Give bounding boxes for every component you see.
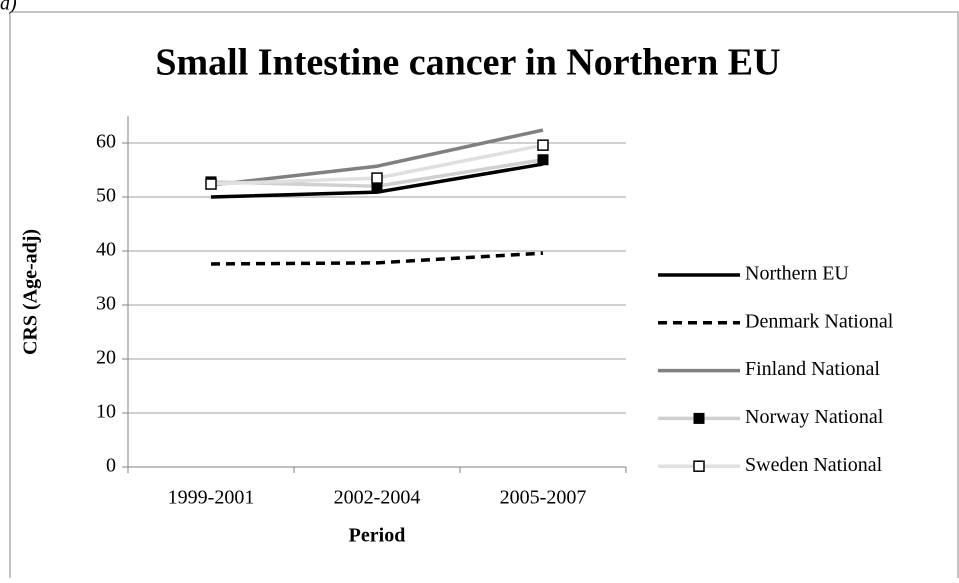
y-tick-label: 10 (96, 401, 116, 423)
series-line (210, 162, 544, 199)
y-tick-label: 0 (106, 455, 116, 477)
series-marker (205, 178, 217, 190)
legend-label: Sweden National (745, 454, 883, 476)
y-tick-label: 20 (96, 347, 116, 369)
series-marker (371, 172, 383, 184)
legend-label: Denmark National (745, 310, 894, 332)
legend-label: Finland National (745, 358, 880, 380)
y-tick-label: 60 (96, 131, 116, 153)
chart-title: Small Intestine cancer in Northern EU (155, 42, 780, 84)
x-tick-label: 1999-2001 (168, 487, 255, 509)
panel-label: a) (0, 0, 17, 15)
x-axis-label: Period (349, 525, 406, 547)
legend-label: Northern EU (745, 263, 849, 285)
series-marker (537, 154, 549, 166)
series-line (210, 251, 544, 266)
chart-border (9, 11, 959, 583)
y-tick-label: 30 (96, 293, 116, 315)
x-tick-label: 2002-2004 (334, 487, 421, 509)
legend-marker (693, 460, 705, 472)
y-tick-label: 50 (96, 185, 116, 207)
x-tick-label: 2005-2007 (500, 487, 587, 509)
y-axis-label: CRS (Age-adj) (20, 229, 42, 355)
series-marker (537, 139, 549, 151)
legend-marker (693, 412, 705, 424)
series-line (210, 128, 544, 187)
legend-label: Norway National (745, 406, 884, 428)
y-tick-label: 40 (96, 239, 116, 261)
